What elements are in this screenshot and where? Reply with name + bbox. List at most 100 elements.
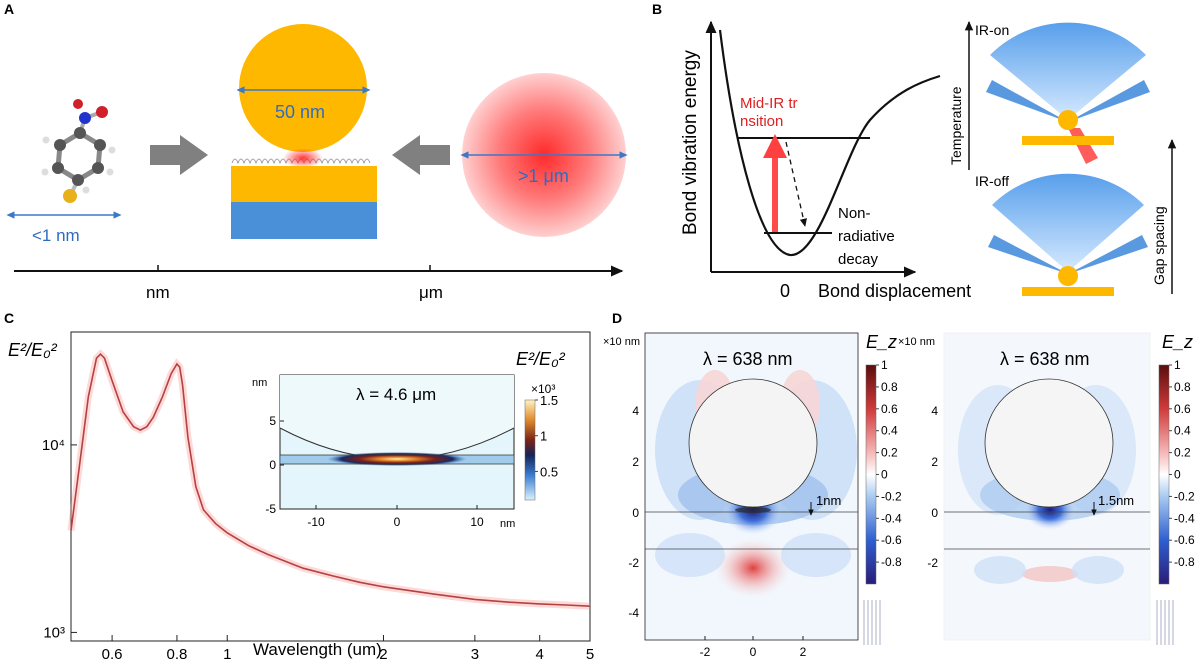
temperature-label: Temperature — [948, 86, 964, 165]
map-colorbar-tick-label: 0 — [1174, 468, 1181, 482]
map-colorbar-tick-label: 0.8 — [1174, 380, 1191, 394]
map2-colorbar-ticks: 1 0.8 0.6 0.4 0.2 0 -0.2 -0.4 -0.6 -0.8 — [1156, 358, 1195, 645]
map2-colorbar-label: E_z — [1162, 332, 1193, 352]
inset-hotspot — [327, 452, 467, 466]
zero-tick-label: 0 — [780, 281, 790, 301]
inset-colorbar-ticks: 1.5 1 0.5 — [535, 393, 558, 479]
map2-ticks: 4 2 0 -2 — [927, 404, 938, 570]
map2-colorbar — [1158, 364, 1170, 585]
map-colorbar-tick-label: -0.2 — [1174, 489, 1195, 503]
spectrum-xlabel: Wavelength (um) — [253, 640, 382, 659]
map2-particle — [984, 378, 1114, 508]
map-colorbar-tick-label: -0.4 — [1174, 511, 1195, 525]
inset-heatmap: λ = 4.6 μm nm nm -10 0 10 5 0 -5 1.5 1 0.5 E²/E… — [252, 349, 566, 530]
map-colorbar-tick-label: 0 — [881, 468, 888, 482]
spectrum-plot-frame — [70, 331, 591, 642]
map-colorbar-tick-label: -0.6 — [881, 533, 902, 547]
spectrum-uncertainty-band — [67, 349, 591, 610]
map-y-tick-label: -2 — [628, 556, 639, 570]
map-colorbar-tick-label: -0.2 — [881, 489, 902, 503]
spectrum-ticks: 0.6 0.8 1 2 3 4 5 10³ 10⁴ — [42, 437, 594, 663]
molecule-size-label: <1 nm — [32, 226, 80, 245]
transition-label-line2: nsition — [740, 113, 783, 130]
map-colorbar-tick-label: 0.4 — [1174, 424, 1191, 438]
map-colorbar-tick-label: 0.2 — [881, 446, 898, 460]
x-tick-label: 0.8 — [167, 646, 188, 662]
panel-b: B Bond vibration energy Bond displacemen… — [652, 1, 1177, 301]
x-tick-label: 0.6 — [102, 646, 123, 662]
map-y-tick-label: 2 — [632, 455, 639, 469]
panel-a-label: A — [4, 1, 14, 17]
decay-label-line1: Non- — [838, 205, 871, 222]
transition-label: Mid-IR tr nsition — [740, 95, 802, 130]
inset-colorbar-scale: ×10³ — [531, 382, 555, 396]
map1-colorbar — [865, 364, 877, 585]
map-y-tick-label: 4 — [632, 404, 639, 418]
energy-axis-label: Bond vibration energy — [680, 50, 701, 235]
panel-b-label: B — [652, 1, 662, 17]
map-colorbar-tick-label: -0.4 — [881, 511, 902, 525]
map-colorbar-tick-label: -0.8 — [1174, 555, 1195, 569]
decay-label: Non- radiative decay — [838, 205, 899, 268]
map-x-tick-label: 0 — [750, 645, 757, 659]
displacement-axis-label: Bond displacement — [818, 281, 971, 301]
gap-hotspot — [283, 148, 323, 168]
x-tick-label: 4 — [536, 646, 544, 662]
molecule-icon — [41, 99, 116, 203]
x-tick-label: 2 — [379, 646, 387, 662]
right-arrow-icon — [150, 135, 208, 175]
inset-ticks: -10 0 10 5 0 -5 — [265, 414, 484, 529]
field-map-1.5nm: 1.5nm λ = 638 nm ×10 nm 4 2 0 -2 1 0.8 0.6 0.4… — [898, 332, 1195, 645]
map-colorbar-tick-label: 1 — [881, 358, 888, 372]
map1-ticks: -2 0 2 4 2 0 -2 -4 — [628, 404, 806, 659]
map-colorbar-tick-label: 0.6 — [881, 402, 898, 416]
map-colorbar-tick-label: -0.8 — [881, 555, 902, 569]
map2-title: λ = 638 nm — [1000, 349, 1090, 369]
decay-arrow — [785, 141, 807, 227]
inset-colorbar-tick-label: 1.5 — [540, 393, 558, 408]
panel-d: D 1nm λ = 638 nm ×10 nm -2 0 2 4 2 0 -2 -4 1 0.8… — [603, 310, 1195, 659]
y-tick-label: 10⁴ — [42, 437, 65, 454]
ir-on-label: IR-on — [975, 22, 1009, 38]
map-colorbar-tick-label: 0.6 — [1174, 402, 1191, 416]
inset-colorbar-tick-label: 0.5 — [540, 464, 558, 479]
panel-a: A <1 nm — [4, 1, 628, 302]
left-arrow-icon — [392, 135, 450, 175]
gap-spacing-label: Gap spacing — [1151, 206, 1167, 285]
ir-size-label: >1 μm — [518, 166, 569, 186]
gold-film — [231, 166, 377, 202]
inset-colorbar-tick-label: 1 — [540, 429, 547, 444]
map1-yscale: ×10 nm — [603, 336, 640, 348]
substrate — [231, 202, 377, 239]
map-y-tick-label: 2 — [931, 455, 938, 469]
ir-off-illustration — [988, 173, 1148, 296]
decay-label-line2: radiative — [838, 228, 895, 245]
map-colorbar-tick-label: 0.8 — [881, 380, 898, 394]
map-colorbar-tick-label: 1 — [1174, 358, 1181, 372]
spectrum-line — [70, 352, 591, 607]
decay-label-line3: decay — [838, 251, 879, 268]
map-x-tick-label: -2 — [700, 645, 711, 659]
inset-xlabel: nm — [500, 518, 515, 530]
map1-colorbar-ticks: 1 0.8 0.6 0.4 0.2 0 -0.2 -0.4 -0.6 -0.8 — [863, 358, 902, 645]
gold-nanoparticle — [239, 24, 367, 152]
panel-c: C E²/E₀² 0.6 0.8 1 2 3 4 5 10³ 10⁴ Wavelength (u… — [4, 310, 594, 663]
field-map-1nm: 1nm λ = 638 nm ×10 nm -2 0 2 4 2 0 -2 -4 1 0.8 0.… — [603, 332, 902, 659]
inset-title: λ = 4.6 μm — [356, 385, 436, 404]
spectrum-ylabel: E²/E₀² — [8, 340, 58, 360]
y-tick-label: 10³ — [43, 624, 65, 641]
map-y-tick-label: 4 — [931, 404, 938, 418]
inset-colorbar-label: E²/E₀² — [516, 349, 566, 369]
inset-y-tick-label: 5 — [269, 414, 276, 428]
panel-c-label: C — [4, 310, 14, 326]
inset-y-tick-label: -5 — [265, 502, 276, 516]
map1-title: λ = 638 nm — [703, 349, 793, 369]
transition-label-line1: Mid-IR tr — [740, 95, 798, 112]
x-tick-label: 5 — [586, 646, 594, 662]
axis-nm-label: nm — [146, 283, 170, 302]
map-colorbar-tick-label: 0.4 — [881, 424, 898, 438]
map-y-tick-label: -2 — [927, 556, 938, 570]
map-x-tick-label: 2 — [800, 645, 807, 659]
x-tick-label: 1 — [223, 646, 231, 662]
